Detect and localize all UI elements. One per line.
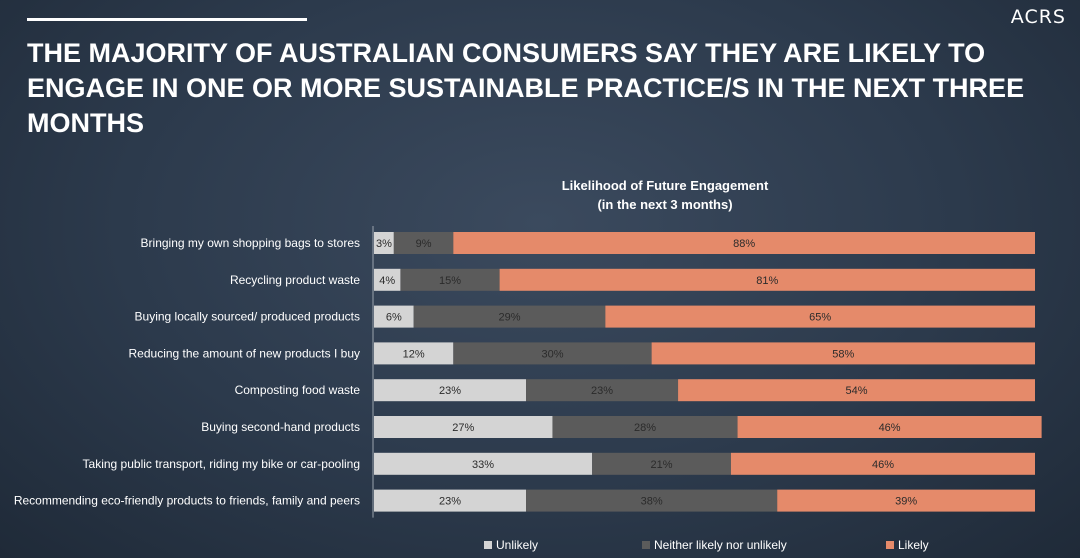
page-title: THE MAJORITY OF AUSTRALIAN CONSUMERS SAY…	[27, 38, 1025, 138]
category-label: Bringing my own shopping bags to stores	[141, 236, 360, 250]
bar-segment-neither	[400, 268, 500, 291]
data-label-neither: 30%	[541, 348, 563, 360]
legend-item-likely: Likely	[886, 538, 929, 552]
bar-segment-neither	[393, 232, 454, 254]
data-label-likely: 46%	[872, 459, 894, 471]
data-label-unlikely: 27%	[452, 422, 474, 434]
legend-swatch-likely	[886, 541, 894, 549]
data-label-unlikely: 33%	[472, 459, 494, 471]
bar-segment-likely	[499, 268, 1036, 291]
data-label-likely: 39%	[895, 496, 917, 508]
bar-segment-unlikely	[374, 342, 454, 365]
data-label-neither: 29%	[498, 312, 520, 324]
legend-swatch-unlikely	[484, 541, 492, 549]
category-label: Recycling product waste	[230, 273, 360, 287]
data-label-neither: 23%	[591, 385, 613, 397]
chart-title: Likelihood of Future Engagement (in the …	[530, 176, 800, 214]
bar-segment-neither	[592, 452, 731, 475]
bar-segment-unlikely	[374, 416, 553, 438]
bar-segment-neither	[552, 416, 738, 438]
bar-segment-unlikely	[374, 305, 414, 328]
bar-segment-likely	[737, 416, 1042, 438]
legend-label-unlikely: Unlikely	[496, 538, 539, 552]
bar-segment-likely	[678, 379, 1035, 402]
bar-segment-neither	[526, 489, 778, 512]
category-label: Buying locally sourced/ produced product…	[135, 310, 360, 324]
bar-segment-unlikely	[374, 452, 593, 475]
chart-title-line2: (in the next 3 months)	[597, 197, 733, 212]
data-label-likely: 88%	[733, 238, 755, 250]
bar-segment-likely	[730, 452, 1035, 475]
bar-segment-unlikely	[374, 268, 401, 291]
data-label-unlikely: 23%	[439, 496, 461, 508]
data-label-likely: 81%	[756, 275, 778, 287]
data-label-neither: 21%	[651, 459, 673, 471]
data-label-unlikely: 23%	[439, 385, 461, 397]
bar-segment-likely	[651, 342, 1035, 365]
bar-segment-likely	[605, 305, 1035, 328]
bar-segment-neither	[453, 342, 652, 365]
data-label-unlikely: 4%	[379, 275, 395, 287]
legend-item-neither: Neither likely nor unlikely	[642, 538, 787, 552]
bar-segment-unlikely	[374, 379, 527, 402]
category-label: Recommending eco-friendly products to fr…	[14, 494, 360, 508]
category-label: Reducing the amount of new products I bu…	[129, 346, 360, 360]
bar-segment-neither	[413, 305, 606, 328]
bar-segment-unlikely	[374, 232, 394, 254]
brand-logo: ACRS	[1010, 6, 1066, 28]
bar-segment-likely	[453, 232, 1035, 254]
top-rule	[27, 18, 307, 21]
data-label-neither: 15%	[439, 275, 461, 287]
bar-segment-unlikely	[374, 489, 527, 512]
data-label-likely: 58%	[832, 348, 854, 360]
data-label-unlikely: 3%	[376, 238, 392, 250]
data-label-neither: 28%	[634, 422, 656, 434]
data-label-neither: 9%	[416, 238, 432, 250]
category-label: Composting food waste	[235, 383, 361, 397]
category-label: Buying second-hand products	[201, 420, 360, 434]
legend-item-unlikely: Unlikely	[484, 538, 538, 552]
data-label-likely: 54%	[846, 385, 868, 397]
bar-segment-neither	[526, 379, 679, 402]
data-label-unlikely: 6%	[386, 312, 402, 324]
category-label: Taking public transport, riding my bike …	[83, 457, 360, 471]
data-label-neither: 38%	[641, 496, 663, 508]
legend-label-neither: Neither likely nor unlikely	[654, 538, 787, 552]
data-label-unlikely: 12%	[403, 348, 425, 360]
chart-title-line1: Likelihood of Future Engagement	[561, 178, 769, 193]
data-label-likely: 46%	[879, 422, 901, 434]
data-label-likely: 65%	[809, 312, 831, 324]
legend-swatch-neither	[642, 541, 650, 549]
legend-label-likely: Likely	[898, 538, 929, 552]
bar-segment-likely	[777, 489, 1035, 512]
